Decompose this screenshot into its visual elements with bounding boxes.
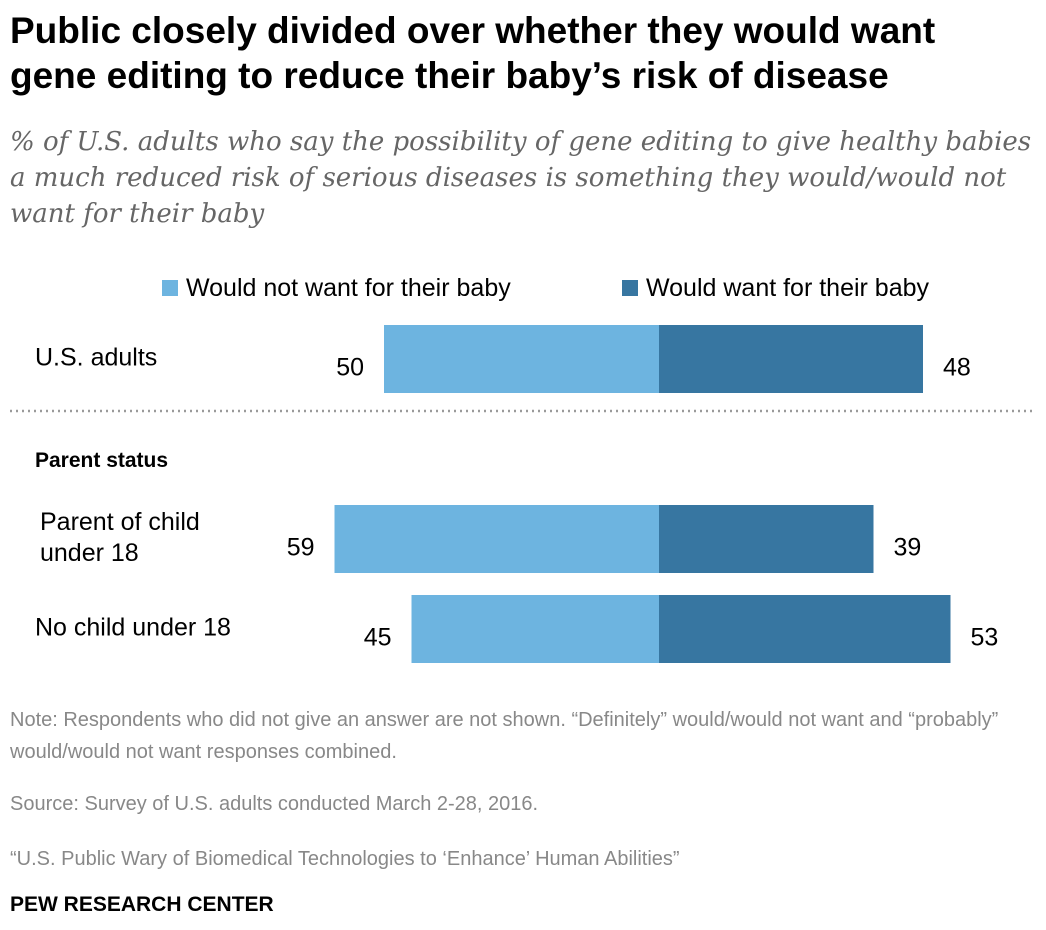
group-heading: Parent status xyxy=(35,449,168,472)
report-title-text: “U.S. Public Wary of Biomedical Technolo… xyxy=(10,848,680,870)
note-text: Note: Respondents who did not give an an… xyxy=(10,709,999,763)
row-label: No child under 18 xyxy=(35,614,231,642)
bar-would-not-want xyxy=(411,595,659,663)
bar-would-not-want xyxy=(334,505,659,573)
pew-research-center-logo: PEW RESEARCH CENTER xyxy=(10,893,274,916)
bar-would-want xyxy=(659,325,923,393)
row-label: Parent of child xyxy=(40,508,200,536)
legend-label-1: Would not want for their baby xyxy=(186,274,511,302)
row-label: under 18 xyxy=(40,539,139,567)
data-label-would-want: 48 xyxy=(943,354,971,382)
data-label-would-not-want: 59 xyxy=(287,534,315,562)
data-label-would-want: 39 xyxy=(894,534,922,562)
source-text: Source: Survey of U.S. adults conducted … xyxy=(10,793,539,815)
data-label-would-not-want: 50 xyxy=(336,354,364,382)
legend-swatch-2 xyxy=(622,280,638,296)
bar-would-want xyxy=(659,595,951,663)
data-label-would-want: 53 xyxy=(971,624,999,652)
bar-would-want xyxy=(659,505,874,573)
legend-swatch-1 xyxy=(162,280,178,296)
bar-would-not-want xyxy=(384,325,659,393)
row-label: U.S. adults xyxy=(35,344,157,372)
chart-title: Public closely divided over whether they… xyxy=(10,10,936,96)
legend-label-2: Would want for their baby xyxy=(646,274,930,302)
diverging-bar-chart: Would not want for their baby Would want … xyxy=(10,274,1036,663)
data-label-would-not-want: 45 xyxy=(364,624,392,652)
chart-subtitle: % of U.S. adults who say the possibility… xyxy=(10,127,1032,229)
